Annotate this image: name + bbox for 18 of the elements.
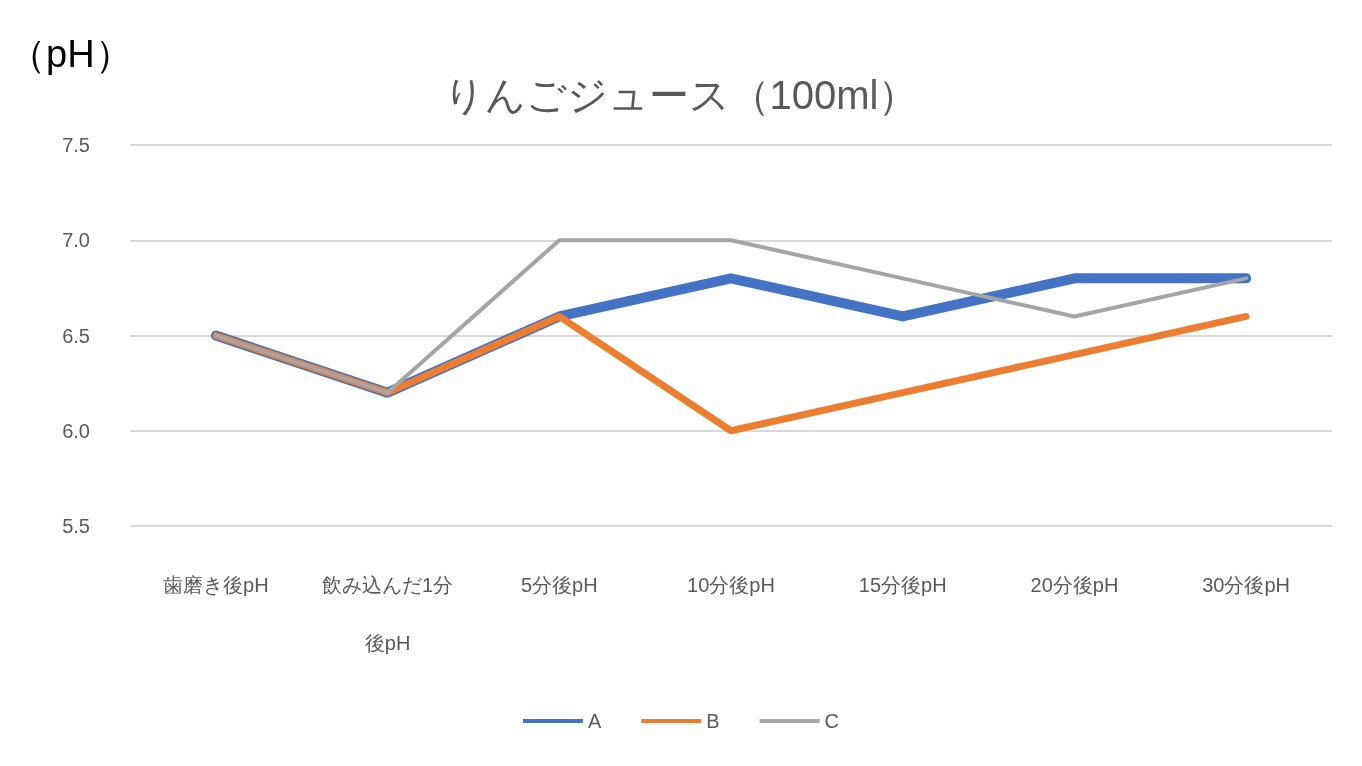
line-series [213, 238, 1249, 395]
y-tick-label: 7.0 [62, 229, 90, 252]
chart-title: りんごジュース（100ml） [443, 73, 919, 117]
category-label: 飲み込んだ1分後pH [322, 574, 454, 654]
legend-label: C [824, 710, 840, 732]
legend-label: B [706, 710, 720, 732]
y-tick-label: 6.0 [62, 419, 90, 442]
x-tick-label: 30分後pH [1202, 574, 1291, 596]
x-tick-label: 歯磨き後pH [163, 574, 269, 596]
y-tick-label: 5.5 [62, 515, 90, 537]
y-axis-title: （pH） [8, 33, 133, 75]
x-tick-label: 20分後pH [1030, 574, 1119, 596]
x-tick-label: 10分後pH [687, 574, 775, 596]
legend-label: A [587, 710, 602, 732]
y-tick-label: 6.5 [62, 324, 90, 347]
y-tick-label: 7.5 [62, 134, 90, 156]
x-tick-label: 5分後pH [520, 574, 598, 596]
x-tick-label: 15分後pH [858, 574, 947, 596]
